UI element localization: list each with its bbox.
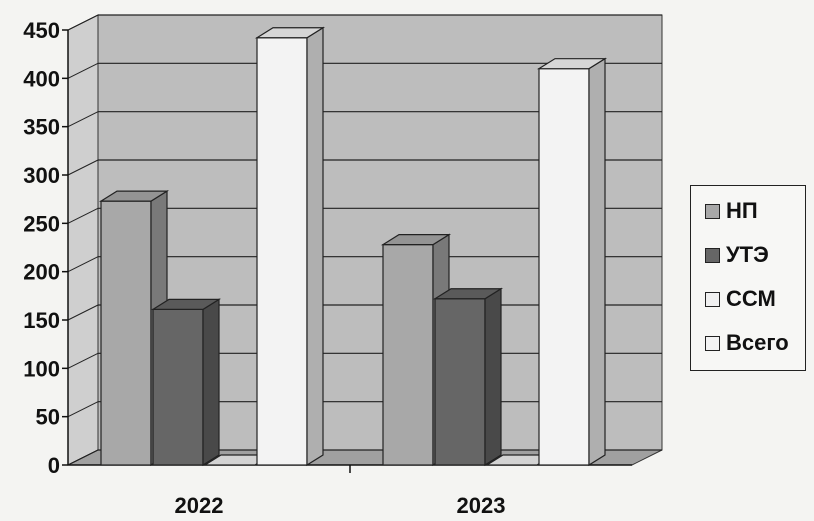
bar-2-2022-top (150, 298, 222, 310)
bar-2-2022-side (202, 298, 220, 467)
bar-2-2023 (434, 298, 486, 466)
side-wall (67, 14, 99, 466)
bar-4-2022 (256, 37, 308, 466)
bar-2-2023-side (484, 287, 502, 467)
legend-swatch-total (705, 335, 720, 351)
bar-1-2022 (100, 200, 152, 466)
legend-label-np: НП (726, 198, 758, 223)
x-tick-label: 2023 (457, 493, 506, 518)
gridline-side (67, 304, 99, 321)
y-tick-label: 350 (23, 115, 60, 140)
legend-swatch-np (705, 203, 720, 219)
gridline-side (67, 111, 99, 128)
gridline-side (67, 159, 99, 176)
gridline-side (67, 401, 99, 418)
y-tick-label: 50 (36, 405, 60, 430)
legend-item-np: НП (705, 198, 758, 224)
y-tick-label: 400 (23, 66, 60, 91)
legend: НП УТЭ ССМ Всего (690, 185, 806, 371)
legend-swatch-ssm (705, 291, 720, 307)
bar-1-2022-top (98, 190, 170, 202)
gridline-side (67, 62, 99, 79)
y-tick-label: 300 (23, 163, 60, 188)
y-tick-label: 0 (48, 453, 60, 478)
legend-item-ssm: ССМ (705, 286, 776, 312)
legend-label-ute: УТЭ (726, 242, 769, 267)
gridline-side (67, 352, 99, 369)
y-tick-label: 250 (23, 211, 60, 236)
gridline-side (67, 207, 99, 224)
legend-swatch-ute (705, 247, 720, 263)
gridline-side (67, 449, 99, 466)
y-tick-label: 100 (23, 356, 60, 381)
y-tick-label: 150 (23, 308, 60, 333)
legend-label-ssm: ССМ (726, 286, 776, 311)
y-tick-label: 200 (23, 260, 60, 285)
bar-1-2023 (382, 244, 434, 466)
bar-1-2023-top (380, 234, 452, 246)
gridline-side (67, 14, 99, 31)
y-tick-label: 450 (23, 18, 60, 43)
gridline-side (67, 256, 99, 273)
x-tick-label: 2022 (175, 493, 224, 518)
bar-4-2022-top (254, 27, 326, 39)
bar-4-2023-top (536, 58, 608, 70)
bar-4-2023-side (588, 57, 606, 467)
legend-label-total: Всего (726, 330, 789, 355)
bar-4-2023 (538, 68, 590, 466)
bar-2-2022 (152, 308, 204, 466)
bar-4-2022-side (306, 26, 324, 467)
legend-item-ute: УТЭ (705, 242, 769, 268)
bar-2-2023-top (432, 288, 504, 300)
legend-item-total: Всего (705, 330, 789, 356)
